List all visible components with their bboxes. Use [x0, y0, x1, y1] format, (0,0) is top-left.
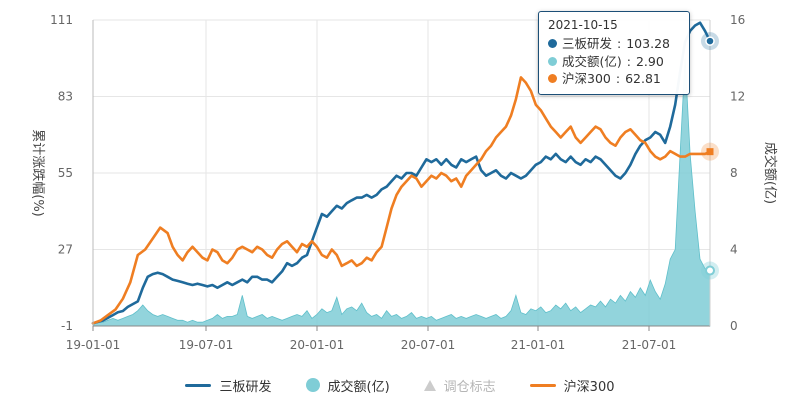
- x-tick-label: 21-07-01: [622, 338, 676, 352]
- tooltip-sanban-label: 三板研发: [562, 36, 613, 51]
- volume-area-layer: [92, 58, 711, 327]
- x-tick-label: 20-01-01: [290, 338, 344, 352]
- y-right-tick-label: 0: [730, 319, 738, 333]
- legend-line-swatch-icon: [185, 383, 212, 387]
- hs300-line: [91, 76, 712, 325]
- legend: 三板研发 成交额(亿) 调仓标志 沪深300: [0, 374, 800, 396]
- legend-label-rebalance: 调仓标志: [443, 379, 496, 395]
- sanban-line: [91, 21, 712, 325]
- y-left-tick-label: -1: [61, 319, 73, 333]
- axes: 111 16 83 12 55 8 27 4 -1 0 19-01-01 19-07-01 20-01-…: [30, 13, 778, 352]
- y-right-axis-title: 成交额(亿): [762, 142, 778, 204]
- volume-area: [92, 58, 711, 327]
- legend-line-swatch-icon: [529, 383, 556, 387]
- x-tick-label: 21-01-01: [511, 338, 565, 352]
- legend-triangle-icon: [423, 379, 436, 391]
- chart-canvas: 111 16 83 12 55 8 27 4 -1 0 19-01-01 19-07-01 20-01-…: [30, 13, 778, 352]
- x-tick-label: 20-07-01: [401, 338, 455, 352]
- tooltip-hs300-value: 62.81: [625, 71, 661, 86]
- y-left-tick-label: 111: [50, 13, 73, 27]
- tooltip-row-sanban: 三板研发: 103.28: [548, 35, 680, 53]
- legend-item-rebalance[interactable]: 调仓标志: [423, 376, 496, 395]
- y-right-tick-label: 4: [730, 243, 738, 257]
- legend-item-hs300[interactable]: 沪深300: [529, 376, 615, 395]
- tooltip-row-volume: 成交额(亿): 2.90: [548, 53, 680, 71]
- y-right-tick-label: 12: [730, 90, 745, 104]
- sanban-hover-point: [705, 36, 715, 46]
- y-left-tick-label: 27: [58, 243, 73, 257]
- hs300-hover-point: [706, 148, 714, 156]
- y-left-axis-title: 累计涨跌幅(%): [30, 129, 46, 217]
- line-series-layer: [91, 21, 712, 325]
- legend-label-hs300: 沪深300: [563, 379, 615, 395]
- tooltip-volume-dot-icon: [548, 56, 557, 66]
- tooltip: 2021-10-15 三板研发: 103.28 成交额(亿): 2.90 沪深3…: [538, 11, 690, 95]
- legend-item-volume[interactable]: 成交额(亿): [305, 376, 390, 395]
- volume-hover-point: [705, 265, 715, 276]
- legend-label-volume: 成交额(亿): [327, 379, 390, 395]
- tooltip-row-hs300: 沪深300: 62.81: [548, 70, 680, 88]
- y-right-tick-label: 16: [730, 13, 745, 27]
- legend-dot-swatch-icon: [305, 378, 320, 392]
- tooltip-volume-value: 2.90: [635, 53, 664, 69]
- y-left-tick-label: 55: [58, 166, 73, 180]
- legend-item-sanban[interactable]: 三板研发: [185, 376, 272, 395]
- x-tick-label: 19-07-01: [179, 338, 233, 352]
- tooltip-sanban-value: 103.28: [626, 36, 670, 51]
- tooltip-volume-label: 成交额(亿): [562, 53, 622, 69]
- tooltip-sanban-dot-icon: [548, 39, 557, 49]
- y-left-tick-label: 83: [58, 90, 73, 104]
- tooltip-hs300-dot-icon: [548, 74, 557, 84]
- tooltip-hs300-label: 沪深300: [562, 71, 611, 86]
- x-tick-label: 19-01-01: [66, 338, 120, 352]
- legend-label-sanban: 三板研发: [219, 379, 272, 395]
- tooltip-date: 2021-10-15: [548, 18, 618, 32]
- hover-markers: [701, 20, 719, 326]
- y-right-tick-label: 8: [730, 166, 738, 180]
